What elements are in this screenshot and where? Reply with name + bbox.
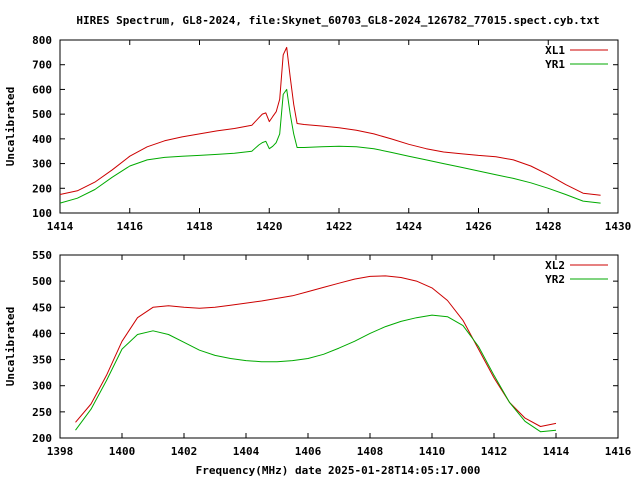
y-tick-label: 200 bbox=[32, 432, 52, 445]
y-axis-label: Uncalibrated bbox=[4, 307, 17, 386]
y-tick-label: 450 bbox=[32, 301, 52, 314]
x-tick-label: 1414 bbox=[543, 445, 570, 458]
x-tick-label: 1408 bbox=[357, 445, 384, 458]
y-tick-label: 100 bbox=[32, 207, 52, 220]
x-tick-label: 1424 bbox=[396, 220, 423, 233]
y-tick-label: 500 bbox=[32, 108, 52, 121]
y-axis-label: Uncalibrated bbox=[4, 87, 17, 166]
y-tick-label: 400 bbox=[32, 327, 52, 340]
y-tick-label: 550 bbox=[32, 249, 52, 262]
x-tick-label: 1414 bbox=[47, 220, 74, 233]
y-tick-label: 200 bbox=[32, 182, 52, 195]
series-line-yr2 bbox=[75, 314, 557, 433]
legend-label: YR2 bbox=[545, 273, 565, 286]
legend-label: XL2 bbox=[545, 259, 565, 272]
series-line-yr1 bbox=[59, 88, 601, 204]
y-tick-label: 700 bbox=[32, 59, 52, 72]
top-spectrum-panel: 1414 1416 1418 1420 1422 1424 1426 1428 1430 100 2… bbox=[4, 34, 631, 233]
x-tick-label: 1426 bbox=[465, 220, 492, 233]
x-tick-label: 1400 bbox=[109, 445, 136, 458]
x-tick-label: 1430 bbox=[605, 220, 632, 233]
legend-label: XL1 bbox=[545, 44, 565, 57]
x-axis-label: Frequency(MHz) date 2025-01-28T14:05:17.… bbox=[196, 464, 481, 477]
plot-frame bbox=[59, 39, 619, 214]
y-tick-label: 400 bbox=[32, 133, 52, 146]
x-tick-label: 1428 bbox=[535, 220, 562, 233]
x-tick-label: 1422 bbox=[326, 220, 353, 233]
x-tick-label: 1416 bbox=[605, 445, 632, 458]
y-tick-label: 250 bbox=[32, 406, 52, 419]
y-tick-label: 300 bbox=[32, 380, 52, 393]
y-tick-label: 300 bbox=[32, 158, 52, 171]
series-line-xl1 bbox=[59, 46, 601, 196]
y-tick-label: 800 bbox=[32, 34, 52, 47]
x-tick-label: 1410 bbox=[419, 445, 446, 458]
x-tick-label: 1418 bbox=[186, 220, 213, 233]
x-tick-label: 1406 bbox=[295, 445, 322, 458]
y-tick-label: 600 bbox=[32, 83, 52, 96]
y-tick-label: 500 bbox=[32, 275, 52, 288]
bottom-spectrum-panel: 1398 1400 1402 1404 1406 1408 1410 1412 1414 1416… bbox=[4, 249, 632, 458]
x-tick-label: 1404 bbox=[233, 445, 260, 458]
x-tick-label: 1398 bbox=[47, 445, 74, 458]
x-tick-label: 1402 bbox=[171, 445, 198, 458]
x-tick-label: 1416 bbox=[117, 220, 144, 233]
x-tick-label: 1412 bbox=[481, 445, 508, 458]
legend-label: YR1 bbox=[545, 58, 565, 71]
series-line-xl2 bbox=[75, 275, 557, 427]
x-tick-label: 1420 bbox=[256, 220, 283, 233]
plot-frame bbox=[59, 254, 619, 439]
figure-title: HIRES Spectrum, GL8-2024, file:Skynet_60… bbox=[76, 14, 599, 27]
y-tick-label: 350 bbox=[32, 354, 52, 367]
